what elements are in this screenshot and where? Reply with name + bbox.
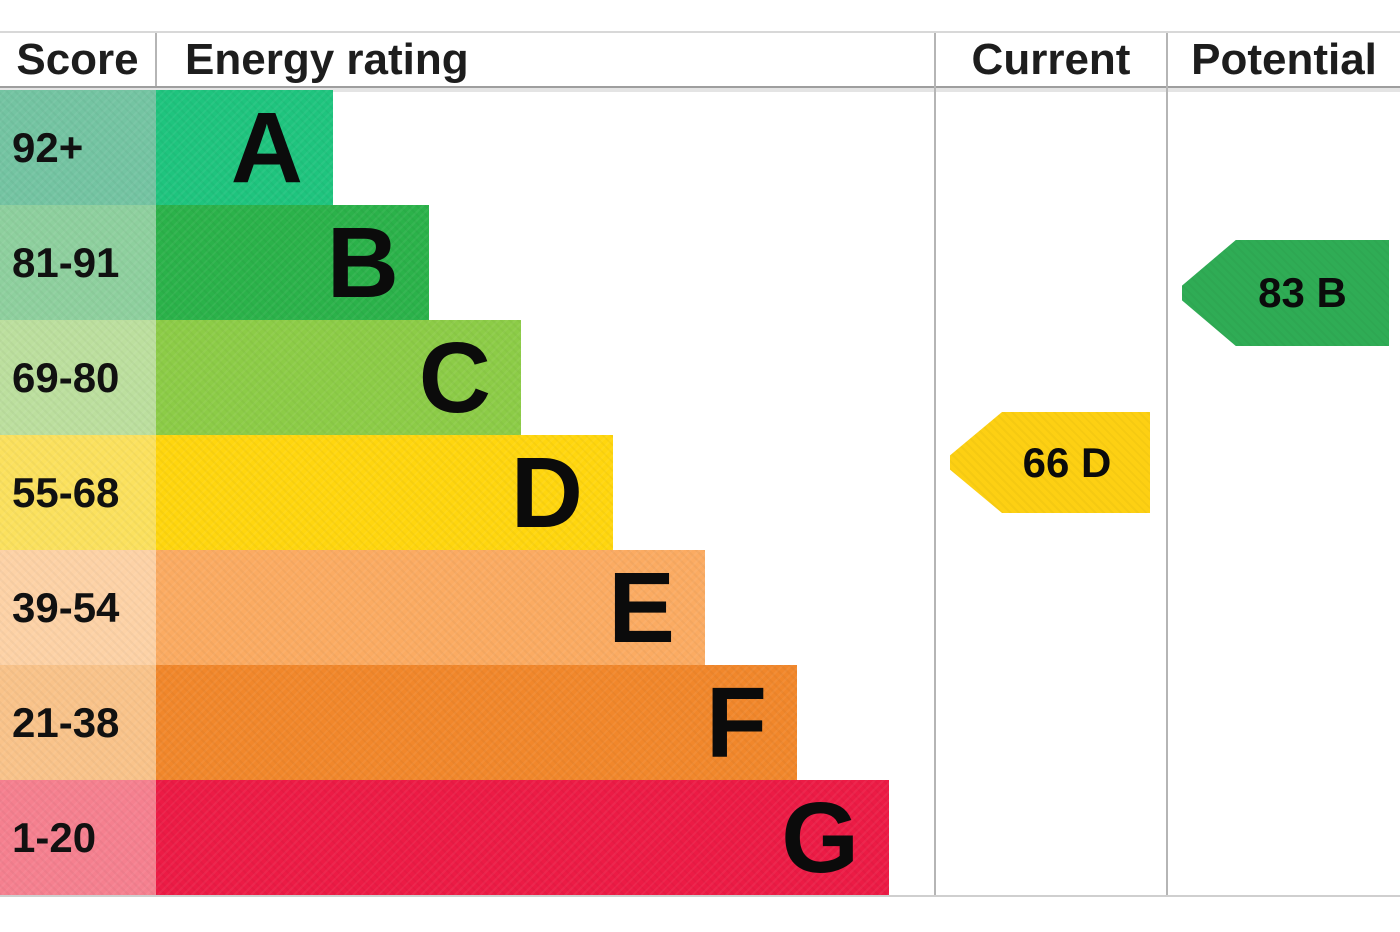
rating-bands: 92+ A 81-91 B 69-80 C 55-68 D 39-54 E 21… bbox=[0, 90, 935, 895]
potential-column-divider bbox=[1166, 33, 1168, 895]
band-row-d: 55-68 D bbox=[0, 435, 935, 550]
score-range-d: 55-68 bbox=[0, 435, 156, 550]
band-letter-f: F bbox=[705, 666, 767, 779]
band-row-b: 81-91 B bbox=[0, 205, 935, 320]
current-header: Current bbox=[971, 34, 1131, 84]
band-row-c: 69-80 C bbox=[0, 320, 935, 435]
band-bar-c: C bbox=[156, 320, 521, 435]
score-header: Score bbox=[16, 34, 139, 84]
band-row-g: 1-20 G bbox=[0, 780, 935, 895]
potential-rating-arrow: 83 B bbox=[1182, 240, 1389, 346]
band-row-e: 39-54 E bbox=[0, 550, 935, 665]
band-letter-a: A bbox=[230, 91, 303, 204]
potential-rating-value: 83 B bbox=[1258, 269, 1347, 316]
band-letter-d: D bbox=[510, 436, 583, 549]
score-range-f: 21-38 bbox=[0, 665, 156, 780]
current-rating-arrow: 66 D bbox=[950, 412, 1150, 513]
header-underline-shadow bbox=[0, 88, 1400, 92]
band-row-f: 21-38 F bbox=[0, 665, 935, 780]
band-bar-e: E bbox=[156, 550, 705, 665]
current-rating-value: 66 D bbox=[1022, 438, 1112, 486]
score-column-divider bbox=[155, 33, 157, 86]
header-underline bbox=[0, 86, 1400, 88]
score-range-c: 69-80 bbox=[0, 320, 156, 435]
band-letter-g: G bbox=[781, 781, 859, 894]
band-row-a: 92+ A bbox=[0, 90, 935, 205]
band-bar-d: D bbox=[156, 435, 613, 550]
score-range-e: 39-54 bbox=[0, 550, 156, 665]
band-bar-g: G bbox=[156, 780, 889, 895]
band-bar-f: F bbox=[156, 665, 797, 780]
score-range-a: 92+ bbox=[0, 90, 156, 205]
score-range-b: 81-91 bbox=[0, 205, 156, 320]
table-bottom-border bbox=[0, 895, 1400, 897]
score-range-g: 1-20 bbox=[0, 780, 156, 895]
band-letter-c: C bbox=[418, 321, 491, 434]
current-column-divider bbox=[934, 33, 936, 895]
band-letter-e: E bbox=[608, 551, 675, 664]
table-top-border bbox=[0, 31, 1400, 33]
band-bar-b: B bbox=[156, 205, 429, 320]
potential-header: Potential bbox=[1191, 34, 1377, 84]
energy-rating-header: Energy rating bbox=[185, 34, 469, 84]
band-letter-b: B bbox=[326, 206, 399, 319]
band-bar-a: A bbox=[156, 90, 333, 205]
